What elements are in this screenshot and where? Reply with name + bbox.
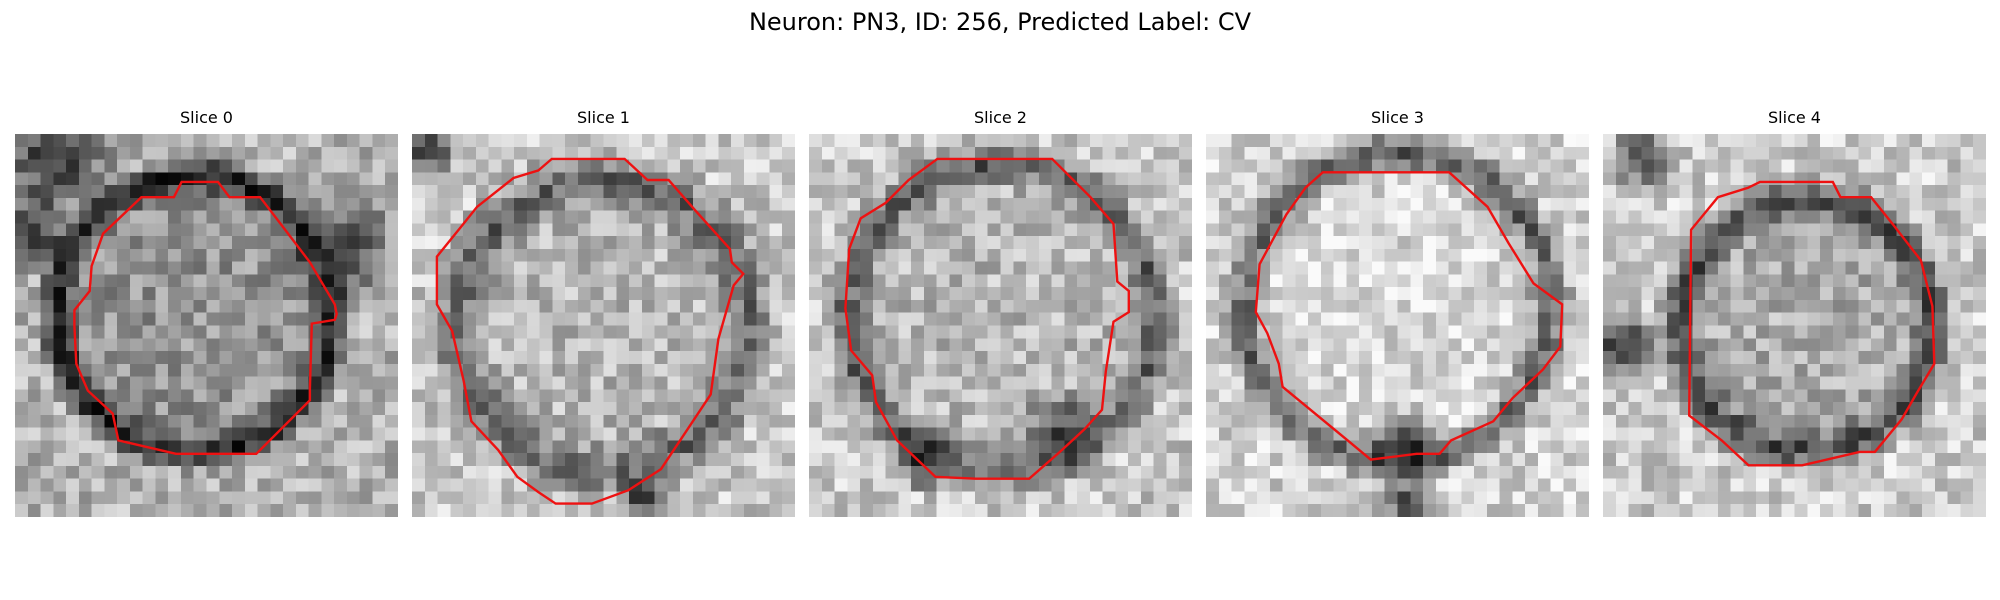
slice-title: Slice 0 (180, 108, 233, 127)
micrograph-pixels (1603, 134, 1986, 517)
slice-micrograph (1603, 134, 1986, 517)
micrograph-pixels (412, 134, 795, 517)
slice-panel-4: Slice 4 (1603, 108, 1986, 517)
segmentation-outline (435, 157, 745, 505)
slice-micrograph (15, 134, 398, 517)
slice-panel-3: Slice 3 (1206, 108, 1589, 517)
slice-micrograph (1206, 134, 1589, 517)
slice-micrograph (809, 134, 1192, 517)
micrograph-pixels (15, 134, 398, 517)
segmentation-outline (1687, 180, 1936, 467)
slice-title: Slice 1 (577, 108, 630, 127)
micrograph-pixels (1206, 134, 1589, 517)
slice-panel-1: Slice 1 (412, 108, 795, 517)
slice-micrograph (412, 134, 795, 517)
micrograph-pixels (809, 134, 1192, 517)
slice-panel-0: Slice 0 (15, 108, 398, 517)
slice-title: Slice 4 (1768, 108, 1821, 127)
segmentation-outline (844, 157, 1130, 480)
segmentation-outline (73, 180, 338, 455)
figure-title: Neuron: PN3, ID: 256, Predicted Label: C… (748, 8, 1252, 36)
slice-title: Slice 2 (974, 108, 1027, 127)
slice-panel-2: Slice 2 (809, 108, 1192, 517)
slice-title: Slice 3 (1371, 108, 1424, 127)
segmentation-outline (1254, 171, 1564, 461)
